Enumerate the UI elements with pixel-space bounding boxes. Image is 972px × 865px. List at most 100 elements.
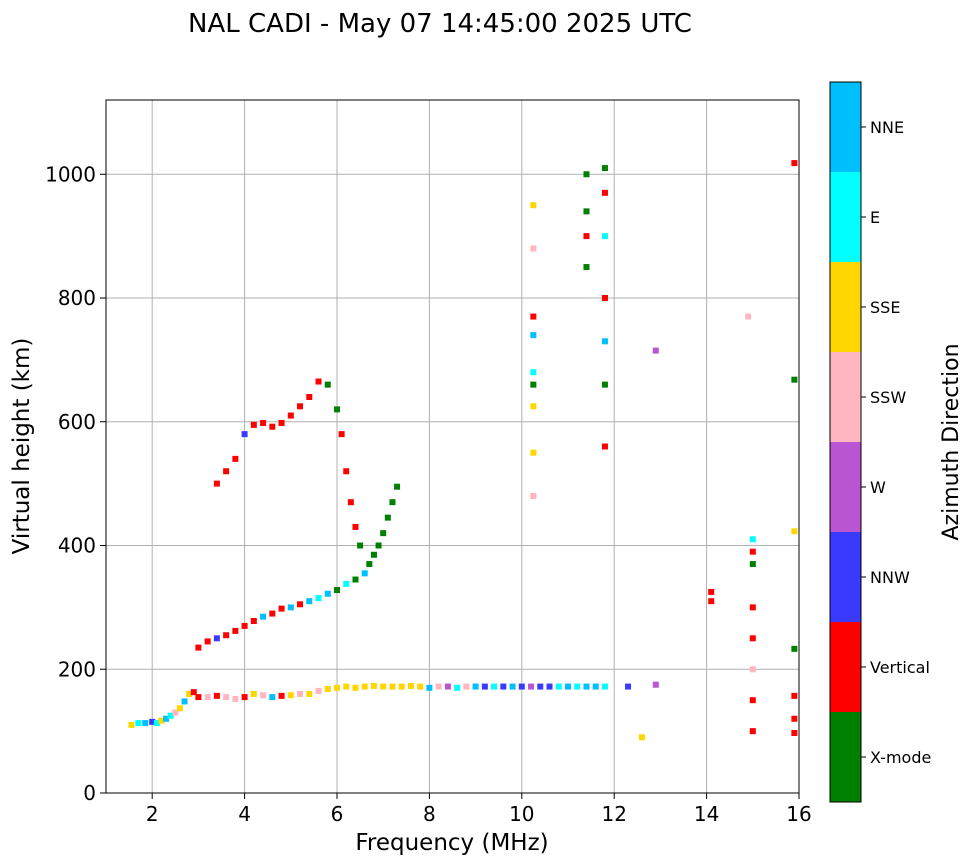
data-point: [223, 632, 230, 639]
data-point: [324, 686, 331, 693]
data-point: [338, 431, 345, 438]
grid-lines: [106, 100, 800, 794]
x-axis-label: Frequency (MHz): [355, 830, 548, 856]
data-point: [583, 233, 590, 240]
data-point: [791, 729, 798, 736]
data-point: [454, 684, 461, 691]
data-point: [361, 683, 368, 690]
data-point: [128, 721, 135, 728]
data-point: [213, 692, 220, 699]
data-point: [625, 683, 632, 690]
data-point: [384, 514, 391, 521]
colorbar-tick-label: NNW: [870, 568, 910, 587]
data-point: [278, 605, 285, 612]
data-point: [530, 332, 537, 339]
y-axis: 0 200 400 600 800 1000: [45, 162, 106, 805]
data-point: [297, 601, 304, 608]
data-point: [574, 683, 581, 690]
data-point: [601, 189, 608, 196]
data-point: [241, 622, 248, 629]
data-point: [583, 264, 590, 271]
data-marks: [128, 160, 798, 741]
data-point: [583, 208, 590, 215]
x-tick-label: 4: [238, 802, 251, 826]
data-point: [347, 499, 354, 506]
data-point: [186, 691, 193, 697]
data-point: [334, 684, 340, 691]
plot-frame: [105, 99, 800, 794]
data-point: [158, 717, 165, 724]
x-tick-label: 6: [331, 802, 344, 826]
data-point: [306, 691, 313, 697]
data-point: [343, 468, 350, 475]
data-point: [204, 694, 211, 701]
data-point: [509, 683, 516, 690]
y-tick-label: 0: [83, 781, 96, 805]
data-point: [791, 160, 798, 167]
data-point: [601, 295, 608, 301]
x-tick-label: 14: [694, 802, 719, 826]
data-point: [260, 692, 267, 699]
colorbar-segment: [830, 352, 861, 442]
data-point: [142, 720, 149, 727]
data-point: [530, 403, 537, 410]
data-point: [167, 712, 174, 719]
data-point: [297, 403, 304, 410]
y-tick-label: 200: [58, 657, 96, 681]
data-point: [153, 720, 160, 727]
data-point: [334, 406, 340, 413]
data-point: [181, 698, 188, 705]
data-point: [745, 313, 752, 320]
data-point: [749, 635, 756, 642]
data-point: [791, 692, 798, 699]
data-point: [195, 644, 202, 651]
x-tick-label: 8: [423, 802, 436, 826]
data-point: [583, 683, 590, 690]
data-point: [472, 683, 479, 690]
data-point: [530, 313, 537, 320]
data-point: [708, 598, 715, 605]
data-point: [417, 683, 424, 690]
data-point: [287, 692, 294, 699]
data-point: [190, 689, 197, 696]
x-tick-label: 2: [146, 802, 159, 826]
data-point: [223, 468, 230, 475]
data-point: [172, 709, 179, 716]
data-point: [278, 692, 285, 699]
data-point: [749, 536, 756, 543]
data-point: [500, 683, 507, 690]
data-point: [232, 627, 239, 634]
data-point: [343, 683, 350, 690]
data-point: [306, 394, 313, 400]
data-point: [352, 684, 359, 691]
data-point: [324, 590, 331, 597]
data-point: [135, 720, 142, 727]
y-tick-label: 1000: [45, 162, 96, 186]
data-point: [357, 542, 364, 549]
data-point: [444, 683, 451, 690]
data-point: [324, 381, 331, 388]
data-point: [530, 381, 537, 388]
data-point: [791, 376, 798, 383]
data-point: [213, 635, 220, 642]
data-point: [287, 412, 294, 419]
colorbar-segment: [830, 442, 861, 532]
data-point: [278, 419, 285, 426]
data-point: [791, 715, 798, 722]
data-point: [491, 683, 498, 690]
colorbar-segment: [830, 262, 861, 352]
colorbar-tick-label: SSE: [870, 298, 900, 317]
data-point: [260, 419, 267, 426]
data-point: [269, 694, 276, 701]
data-point: [269, 610, 276, 617]
data-point: [652, 347, 659, 354]
colorbar-segment: [830, 532, 861, 622]
data-point: [223, 694, 230, 701]
colorbar-tick-label: E: [870, 208, 880, 227]
y-tick-label: 400: [58, 534, 96, 558]
data-point: [370, 551, 377, 558]
data-point: [375, 542, 382, 549]
data-point: [652, 681, 659, 688]
data-point: [343, 580, 350, 587]
data-point: [530, 449, 537, 456]
